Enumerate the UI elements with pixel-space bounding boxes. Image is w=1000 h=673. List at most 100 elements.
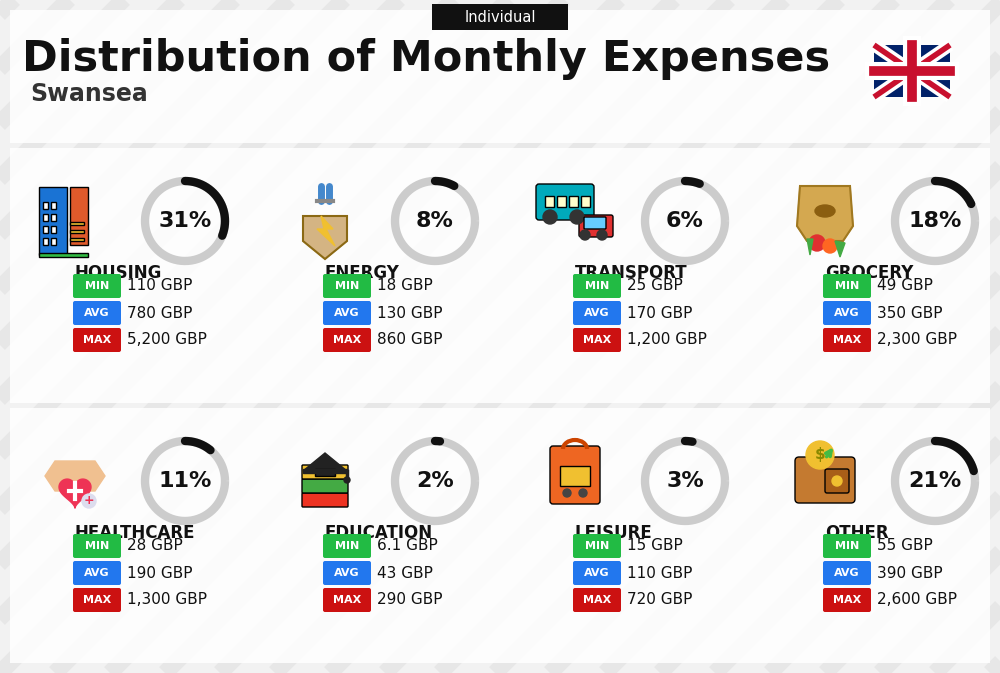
Text: 5,200 GBP: 5,200 GBP — [127, 332, 207, 347]
Text: MAX: MAX — [333, 595, 361, 605]
FancyBboxPatch shape — [573, 301, 621, 325]
Polygon shape — [807, 239, 813, 255]
Text: AVG: AVG — [84, 568, 110, 578]
Polygon shape — [303, 216, 347, 259]
Text: MIN: MIN — [835, 281, 859, 291]
Text: 25 GBP: 25 GBP — [627, 279, 683, 293]
FancyBboxPatch shape — [581, 196, 590, 207]
Text: AVG: AVG — [834, 308, 860, 318]
FancyBboxPatch shape — [323, 328, 371, 352]
Circle shape — [344, 477, 350, 483]
Text: 43 GBP: 43 GBP — [377, 565, 433, 581]
Text: 49 GBP: 49 GBP — [877, 279, 933, 293]
FancyBboxPatch shape — [73, 328, 121, 352]
FancyBboxPatch shape — [302, 493, 348, 507]
Text: MAX: MAX — [83, 335, 111, 345]
FancyBboxPatch shape — [73, 534, 121, 558]
Text: 350 GBP: 350 GBP — [877, 306, 942, 320]
Text: Swansea: Swansea — [30, 82, 148, 106]
Circle shape — [806, 441, 834, 469]
Text: 2,600 GBP: 2,600 GBP — [877, 592, 957, 608]
Text: 170 GBP: 170 GBP — [627, 306, 692, 320]
Text: MIN: MIN — [335, 281, 359, 291]
Text: 290 GBP: 290 GBP — [377, 592, 442, 608]
Text: 11%: 11% — [158, 471, 212, 491]
Text: AVG: AVG — [334, 568, 360, 578]
Text: +: + — [84, 495, 94, 507]
Text: 720 GBP: 720 GBP — [627, 592, 692, 608]
Polygon shape — [797, 186, 853, 241]
Text: 2,300 GBP: 2,300 GBP — [877, 332, 957, 347]
Text: 110 GBP: 110 GBP — [627, 565, 692, 581]
FancyBboxPatch shape — [10, 408, 990, 663]
Polygon shape — [45, 461, 105, 491]
Text: TRANSPORT: TRANSPORT — [575, 264, 688, 282]
Circle shape — [543, 210, 557, 224]
Text: 110 GBP: 110 GBP — [127, 279, 192, 293]
Circle shape — [832, 476, 842, 486]
Text: $: $ — [815, 448, 825, 462]
FancyBboxPatch shape — [323, 588, 371, 612]
FancyBboxPatch shape — [73, 301, 121, 325]
Circle shape — [579, 489, 587, 497]
Polygon shape — [303, 453, 347, 471]
Circle shape — [580, 230, 590, 240]
Text: MIN: MIN — [585, 541, 609, 551]
FancyBboxPatch shape — [823, 534, 871, 558]
Text: OTHER: OTHER — [825, 524, 889, 542]
FancyBboxPatch shape — [874, 45, 950, 97]
Text: AVG: AVG — [84, 308, 110, 318]
FancyBboxPatch shape — [823, 274, 871, 298]
FancyBboxPatch shape — [10, 148, 990, 403]
Circle shape — [809, 235, 825, 251]
Text: 15 GBP: 15 GBP — [627, 538, 683, 553]
Text: 390 GBP: 390 GBP — [877, 565, 943, 581]
Text: MAX: MAX — [583, 335, 611, 345]
Text: 6.1 GBP: 6.1 GBP — [377, 538, 438, 553]
FancyBboxPatch shape — [323, 534, 371, 558]
Text: MIN: MIN — [335, 541, 359, 551]
FancyBboxPatch shape — [823, 301, 871, 325]
Text: Distribution of Monthly Expenses: Distribution of Monthly Expenses — [22, 38, 830, 80]
Text: MAX: MAX — [583, 595, 611, 605]
FancyBboxPatch shape — [43, 238, 48, 245]
Circle shape — [823, 239, 837, 253]
Text: MAX: MAX — [333, 335, 361, 345]
Polygon shape — [835, 241, 845, 257]
Text: MAX: MAX — [833, 335, 861, 345]
FancyBboxPatch shape — [10, 10, 990, 143]
Text: 1,200 GBP: 1,200 GBP — [627, 332, 707, 347]
Ellipse shape — [815, 205, 835, 217]
Text: 28 GBP: 28 GBP — [127, 538, 183, 553]
FancyBboxPatch shape — [573, 328, 621, 352]
FancyBboxPatch shape — [823, 561, 871, 585]
Text: MIN: MIN — [835, 541, 859, 551]
Text: 31%: 31% — [158, 211, 212, 231]
Text: 18%: 18% — [908, 211, 962, 231]
Circle shape — [563, 489, 571, 497]
FancyBboxPatch shape — [315, 469, 335, 476]
FancyBboxPatch shape — [823, 588, 871, 612]
Text: 6%: 6% — [666, 211, 704, 231]
FancyBboxPatch shape — [39, 187, 67, 255]
FancyBboxPatch shape — [573, 534, 621, 558]
Text: HEALTHCARE: HEALTHCARE — [75, 524, 196, 542]
FancyBboxPatch shape — [323, 274, 371, 298]
Polygon shape — [303, 469, 347, 473]
FancyBboxPatch shape — [584, 217, 606, 229]
Text: 3%: 3% — [666, 471, 704, 491]
Text: 2%: 2% — [416, 471, 454, 491]
Circle shape — [597, 230, 607, 240]
FancyBboxPatch shape — [43, 214, 48, 221]
FancyBboxPatch shape — [51, 238, 56, 245]
FancyBboxPatch shape — [557, 196, 566, 207]
FancyBboxPatch shape — [70, 230, 84, 233]
FancyBboxPatch shape — [545, 196, 554, 207]
FancyBboxPatch shape — [573, 274, 621, 298]
FancyBboxPatch shape — [560, 466, 590, 486]
Polygon shape — [317, 216, 335, 246]
FancyBboxPatch shape — [73, 561, 121, 585]
Text: EDUCATION: EDUCATION — [325, 524, 433, 542]
Text: 18 GBP: 18 GBP — [377, 279, 433, 293]
FancyBboxPatch shape — [70, 238, 84, 241]
